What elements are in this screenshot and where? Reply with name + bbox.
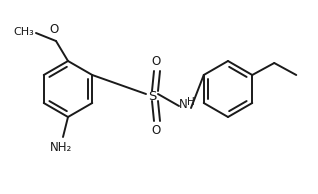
Text: CH₃: CH₃ bbox=[13, 27, 34, 37]
Text: O: O bbox=[151, 55, 161, 68]
Text: S: S bbox=[148, 89, 156, 102]
Text: N: N bbox=[179, 99, 187, 112]
Text: O: O bbox=[49, 23, 59, 36]
Text: H: H bbox=[187, 97, 195, 107]
Text: NH₂: NH₂ bbox=[50, 141, 72, 154]
Text: O: O bbox=[151, 124, 161, 137]
